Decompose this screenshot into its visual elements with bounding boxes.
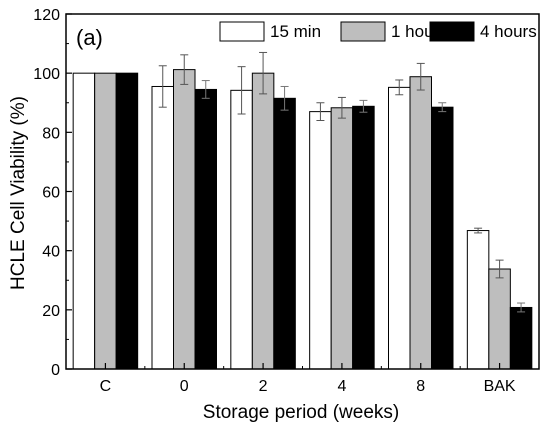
y-tick-label: 60 [42, 185, 60, 202]
bar-1-hour-0 [173, 69, 196, 370]
bar-4-hours-C [115, 72, 139, 370]
axes: 0 20 40 60 80 100 120 C 0 2 4 8 BAK [33, 7, 540, 395]
bar-15-min-C [72, 72, 96, 370]
bar-15-min-4 [309, 111, 332, 370]
y-tick-label: 0 [51, 362, 60, 379]
bar-4-hours-2 [273, 97, 296, 370]
panel-label: (a) [76, 25, 103, 50]
bar-15-min-0 [151, 85, 174, 370]
x-tick-label: 4 [337, 378, 346, 395]
y-tick-label: 20 [42, 303, 60, 320]
bar-1-hour-C [94, 72, 117, 370]
legend-label: 15 min [270, 22, 321, 41]
legend-swatch [429, 21, 475, 42]
x-tick-label: C [100, 378, 112, 395]
bar-4-hours-BAK [509, 306, 533, 370]
bar-15-min-2 [230, 89, 253, 370]
legend-label: 1 hour [391, 22, 440, 41]
bar-1-hour-BAK [488, 268, 511, 370]
bar-4-hours-0 [194, 88, 217, 370]
y-axis-label: HCLE Cell Viability (%) [8, 96, 29, 290]
bar-1-hour-8 [409, 76, 432, 370]
y-tick-label: 40 [42, 244, 60, 261]
bar-1-hour-4 [330, 107, 354, 370]
y-tick-label: 120 [33, 7, 60, 24]
bar-15-min-8 [388, 86, 411, 370]
bar-4-hours-8 [431, 106, 454, 370]
x-axis-label: Storage period (weeks) [203, 402, 399, 423]
legend-label: 4 hours [480, 22, 537, 41]
x-tick-label: BAK [484, 378, 516, 395]
bar-4-hours-4 [352, 105, 375, 370]
x-tick-label: 0 [180, 378, 189, 395]
legend-swatch [340, 21, 386, 42]
legend-swatch [219, 21, 265, 42]
legend: 15 min 1 hour 4 hours [219, 21, 537, 42]
y-tick-label: 80 [42, 125, 60, 142]
x-tick-label: 8 [416, 378, 425, 395]
bar-15-min-BAK [466, 230, 490, 370]
y-tick-label: 100 [33, 66, 60, 83]
bar-1-hour-2 [251, 72, 275, 370]
x-tick-label: 2 [259, 378, 268, 395]
bars [72, 51, 533, 370]
